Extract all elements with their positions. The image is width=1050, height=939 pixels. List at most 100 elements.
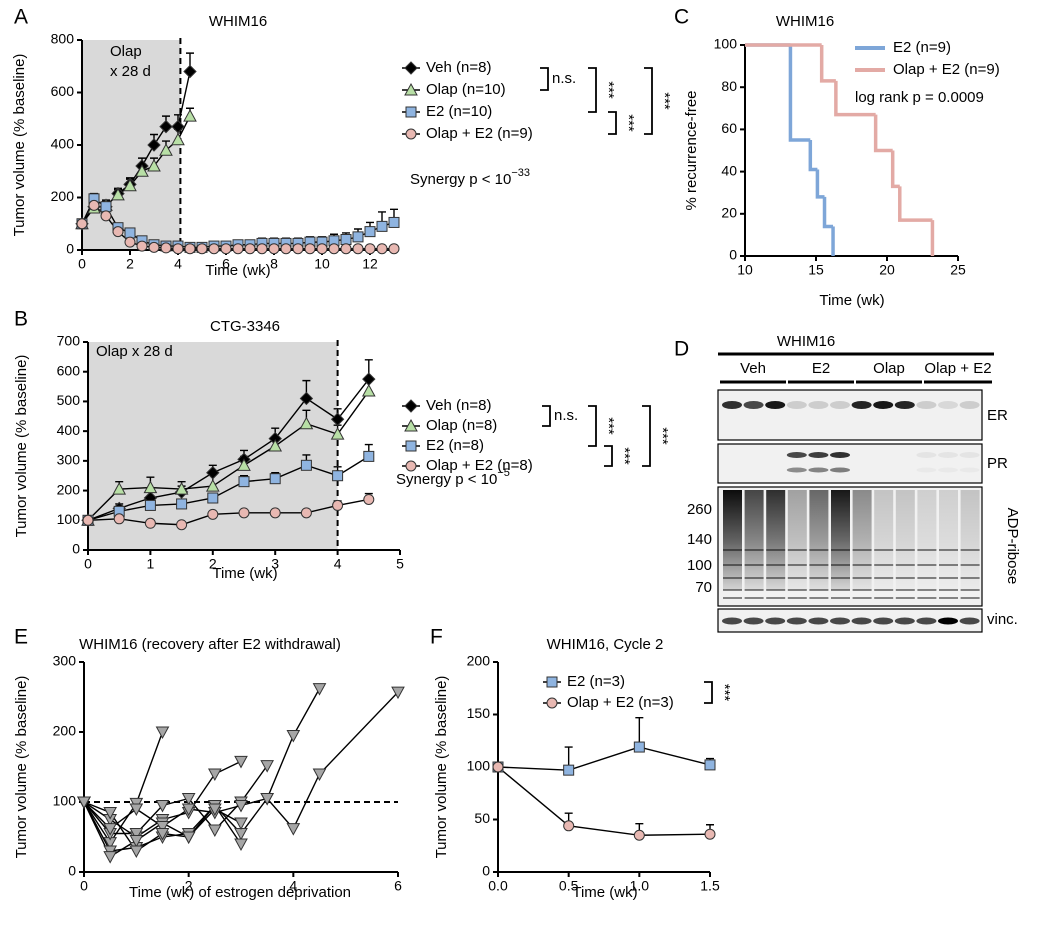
marker <box>352 231 364 243</box>
y-tick-label: 100 <box>714 36 738 52</box>
blot-panel <box>717 443 983 484</box>
legend-label: E2 (n=9) <box>893 39 951 56</box>
marker <box>207 824 222 838</box>
marker <box>330 427 345 440</box>
marker <box>155 726 170 740</box>
smear <box>852 490 872 590</box>
x-tick-label: 20 <box>879 262 895 278</box>
marker <box>304 243 316 255</box>
marker <box>299 391 314 406</box>
panel-letter: B <box>14 308 28 331</box>
mw-marker: 260 <box>687 501 712 518</box>
legend-marker <box>546 676 558 688</box>
marker <box>376 220 388 232</box>
y-tick-label: 200 <box>53 723 77 739</box>
band <box>916 617 937 625</box>
survival-step <box>873 114 893 153</box>
marker <box>176 519 188 531</box>
significance-label: *** <box>616 447 633 465</box>
marker <box>391 686 405 700</box>
blot-panel <box>717 608 983 633</box>
marker <box>76 218 88 230</box>
marker <box>704 828 716 840</box>
y-tick-label: 700 <box>57 333 81 349</box>
panel-letter: A <box>14 6 28 29</box>
blot-panel <box>717 389 983 441</box>
band <box>916 401 937 409</box>
synergy-exponent: −5 <box>497 467 510 479</box>
x-tick-label: 5 <box>396 556 404 572</box>
smear <box>917 490 937 590</box>
marker <box>205 479 220 492</box>
band <box>743 617 764 625</box>
y-tick-label: 600 <box>51 83 75 99</box>
x-tick-label: 6 <box>394 878 402 894</box>
legend-label: Olap (n=10) <box>426 81 506 98</box>
x-axis-label: Time (wk) <box>205 262 270 279</box>
y-tick-label: 800 <box>51 31 75 47</box>
y-tick-label: 600 <box>57 362 81 378</box>
marker <box>147 138 161 152</box>
series-line <box>87 378 370 521</box>
x-tick-label: 25 <box>950 262 966 278</box>
marker <box>174 482 189 495</box>
x-tick-label: 1.0 <box>630 878 650 894</box>
x-tick-label: 4 <box>289 878 297 894</box>
marker <box>268 438 283 452</box>
marker <box>88 199 100 211</box>
legend-marker <box>405 106 417 118</box>
panel-letter: F <box>430 626 443 649</box>
significance-bracket <box>540 67 549 91</box>
marker <box>183 109 197 122</box>
significance-bracket <box>604 445 613 467</box>
chart-title: WHIM16, Cycle 2 <box>547 636 664 653</box>
legend-label: E2 (n=10) <box>426 103 492 120</box>
y-tick-label: 500 <box>57 392 81 408</box>
legend-label: Olap + E2 (n=9) <box>426 125 533 142</box>
marker <box>112 226 124 238</box>
y-tick-label: 150 <box>467 705 491 721</box>
marker <box>136 240 148 252</box>
smear <box>723 490 742 590</box>
significance-bracket <box>608 111 617 135</box>
marker <box>244 243 256 255</box>
mw-marker: 100 <box>687 557 712 574</box>
marker <box>704 759 716 771</box>
x-tick-label: 3 <box>271 556 279 572</box>
marker <box>256 243 268 255</box>
smear <box>787 490 807 590</box>
band <box>938 401 958 409</box>
marker <box>292 243 304 255</box>
x-axis-label: Time (wk) <box>212 565 277 582</box>
legend-marker <box>404 82 418 96</box>
y-tick-label: 50 <box>474 810 490 826</box>
smear <box>874 490 894 590</box>
marker <box>207 768 222 782</box>
y-tick-label: 200 <box>467 653 491 669</box>
marker <box>160 242 172 254</box>
band <box>830 452 850 458</box>
marker <box>332 499 344 511</box>
survival-step <box>808 139 818 172</box>
band <box>959 617 980 625</box>
band <box>765 401 786 409</box>
marker <box>362 372 376 386</box>
marker <box>312 683 327 696</box>
smear <box>809 490 829 590</box>
legend-label: Olap + E2 (n=3) <box>567 694 674 711</box>
x-tick-label: 4 <box>174 256 182 272</box>
annotation: Olap x 28 d <box>96 343 173 360</box>
y-tick-label: 200 <box>57 481 81 497</box>
band <box>916 452 937 458</box>
series-line <box>497 766 711 836</box>
marker <box>112 482 127 495</box>
x-tick-label: 15 <box>808 262 824 278</box>
survival-step <box>834 80 876 117</box>
row-label: PR <box>987 455 1008 472</box>
marker <box>124 236 136 248</box>
marker <box>633 829 645 841</box>
y-tick-label: 0 <box>72 541 80 557</box>
smear <box>895 490 915 590</box>
band <box>743 401 764 409</box>
